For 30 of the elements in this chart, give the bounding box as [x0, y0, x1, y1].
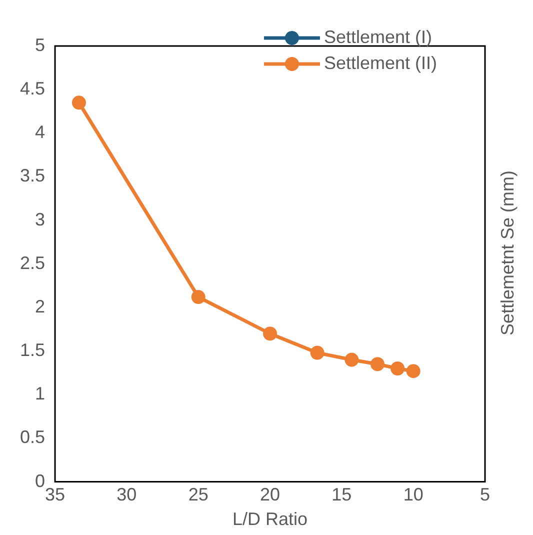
- x-tick-label: 20: [260, 484, 280, 505]
- y-tick-label: 3: [35, 209, 46, 230]
- x-tick-label: 10: [403, 484, 424, 505]
- x-tick-label: 25: [188, 484, 208, 505]
- y-tick-label: 3.5: [20, 166, 46, 186]
- y-tick-label: 4: [35, 122, 46, 142]
- y-tick-label: 2: [35, 296, 46, 316]
- y-tick-label: 5: [35, 34, 46, 55]
- point: [344, 352, 359, 367]
- x-tick-label: 35: [45, 484, 66, 505]
- point: [310, 346, 324, 360]
- legend-label: Settlement (I): [324, 26, 432, 47]
- legend-label: Settlement (II): [324, 52, 438, 73]
- x-tick-label: 30: [116, 484, 137, 505]
- y-tick-label: 4.5: [20, 78, 46, 99]
- point: [72, 96, 86, 110]
- x-tick-label: 5: [480, 484, 490, 505]
- point: [390, 361, 405, 376]
- y-tick-label: 0.5: [20, 427, 46, 448]
- point: [370, 357, 385, 372]
- point: [263, 326, 278, 341]
- x-axis-title: L/D Ratio: [232, 509, 308, 530]
- y-tick-label: 2.5: [20, 252, 46, 273]
- y-tick-label: 1.5: [20, 340, 46, 360]
- point: [406, 364, 420, 378]
- y-axis-title: Settlemetnt Se (mm): [498, 170, 518, 336]
- y-tick-label: 0: [35, 470, 46, 491]
- y-tick-label: 1: [35, 384, 46, 404]
- point: [191, 290, 206, 304]
- x-tick-label: 15: [332, 484, 352, 505]
